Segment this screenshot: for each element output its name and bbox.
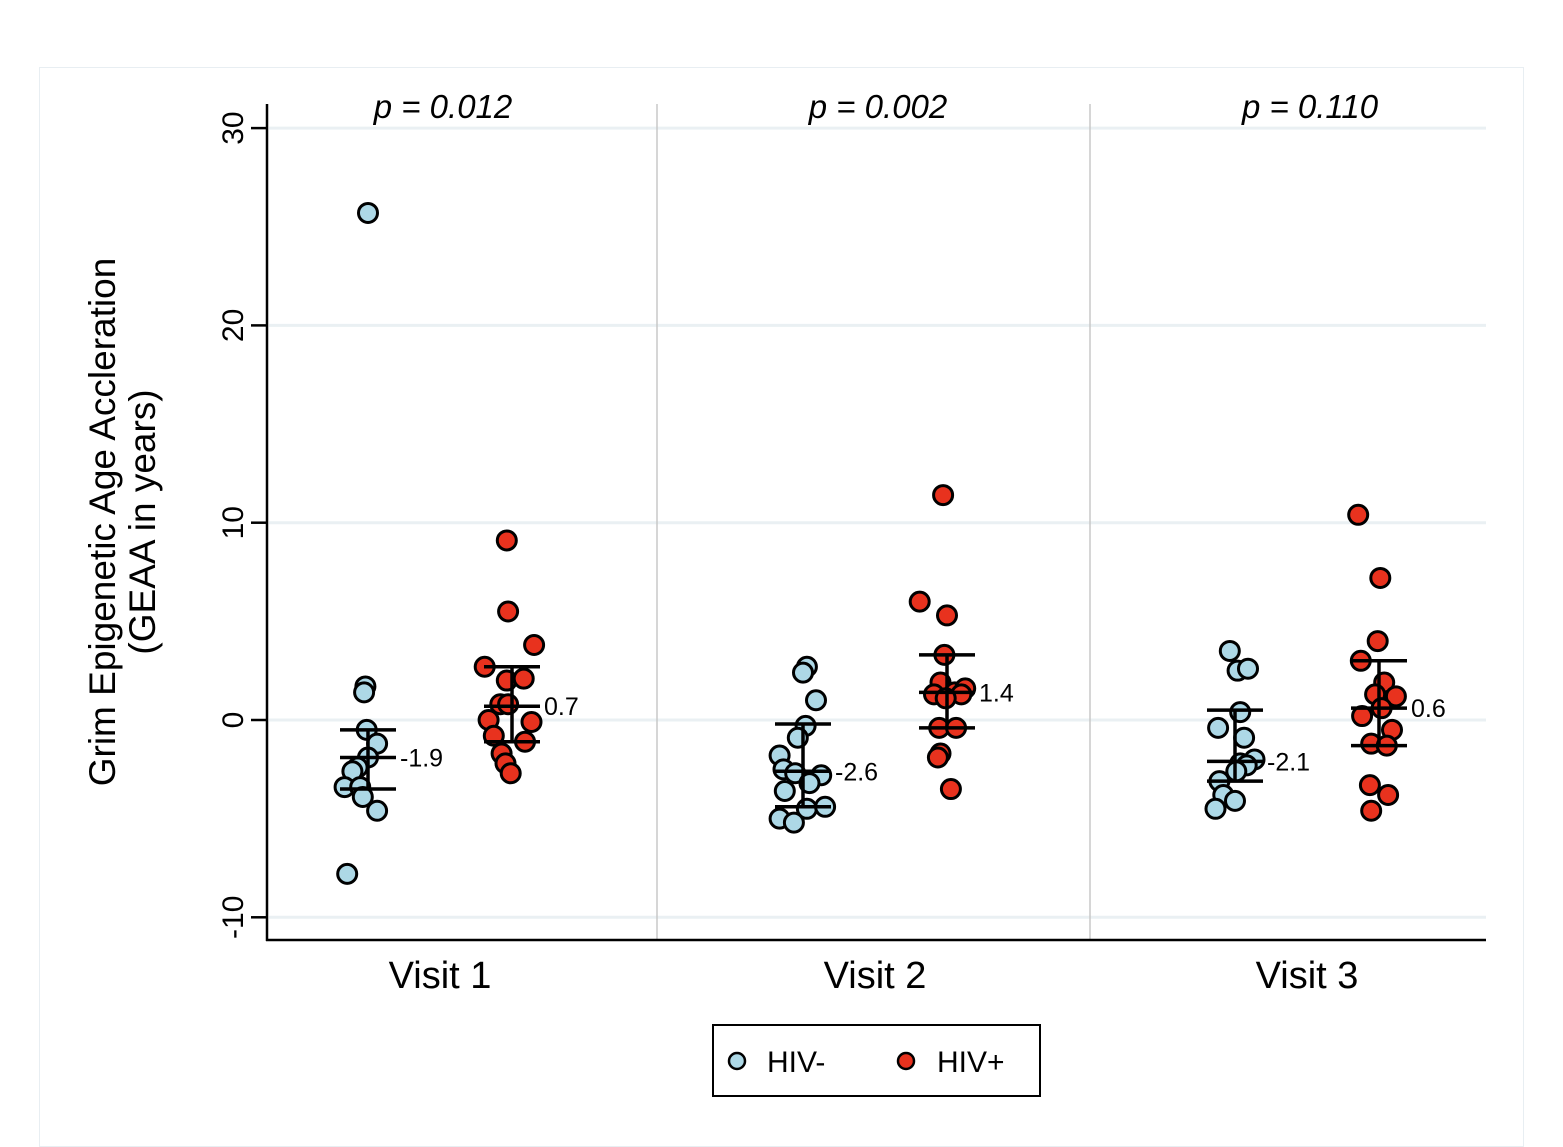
data-point-hiv-pos [1366,630,1389,653]
data-point-hiv-pos [939,778,962,801]
data-point-hiv-neg [773,780,796,803]
data-point-hiv-neg [1204,797,1227,820]
mean-value-label: -1.9 [400,744,443,772]
data-point-hiv-pos [1360,799,1383,822]
mean-value-label: 0.6 [1411,695,1446,723]
p-value-label: p = 0.012 [373,88,513,125]
mean-value-label: -2.1 [1267,748,1310,776]
legend: HIV- HIV+ [712,1024,1041,1097]
data-point-hiv-pos [936,604,958,627]
y-axis-title-line-2: (GEAA in years) [122,389,163,654]
data-point-hiv-pos [1347,503,1370,526]
legend-marker-hiv-neg [727,1051,747,1071]
data-point-hiv-pos [932,484,955,507]
data-point-hiv-pos [499,762,522,785]
data-point-hiv-neg [1207,716,1230,739]
y-tick-label: -10 [217,896,250,939]
visit-separators [656,104,1091,940]
data-point-hiv-pos [520,710,543,733]
mean-value-label: 0.7 [544,693,579,721]
data-point-hiv-neg [357,201,379,224]
y-axis-title-line-1: Grim Epigenetic Age Accleration [82,258,123,787]
x-category-label: Visit 2 [824,955,927,997]
legend-label-hiv-neg: HIV- [767,1046,825,1079]
data-point-hiv-pos [1377,783,1400,806]
legend-label-hiv-pos: HIV+ [937,1046,1005,1079]
x-category-label: Visit 1 [389,955,492,997]
y-tick-label: 20 [217,309,250,342]
data-point-hiv-neg [336,862,359,885]
data-point-hiv-pos [497,600,520,623]
data-point-hiv-neg [792,661,814,684]
p-value-label: p = 0.110 [1241,88,1379,125]
data-point-hiv-neg [366,799,389,822]
data-point-hiv-pos [497,693,520,716]
data-point-hiv-neg [805,689,827,712]
data-point-hiv-pos [1358,774,1381,797]
data-point-hiv-neg [353,681,376,704]
data-point-hiv-neg [782,811,805,834]
mean-value-label: -2.6 [835,758,878,786]
mean-value-label: 1.4 [979,679,1014,707]
data-point-hiv-neg [1233,726,1256,749]
data-point-hiv-pos [926,746,949,769]
data-point-hiv-neg [1218,639,1241,662]
data-point-hiv-pos [523,634,546,657]
visit-labels: Visit 1 Visit 2 Visit 3 [389,955,1359,997]
mean-labels: -1.9 -2.6 -2.1 0.7 1.4 0.6 [400,679,1446,786]
p-value-labels: p = 0.012 p = 0.002 p = 0.110 [373,88,1379,125]
y-tick-label: 0 [217,712,250,729]
y-tick-label: 30 [217,111,250,144]
data-point-hiv-pos [1384,685,1407,708]
data-point-hiv-neg [1237,657,1259,680]
data-point-hiv-pos [512,667,535,690]
gridlines [269,126,1486,919]
y-ticks: -10 0 10 20 30 [217,111,267,939]
error-bars [340,653,1407,809]
data-point-hiv-pos [908,590,931,613]
p-value-label: p = 0.002 [808,88,948,125]
data-point-hiv-pos [1369,566,1392,589]
data-point-hiv-pos [495,529,518,552]
data-point-hiv-neg [1224,789,1246,812]
y-tick-label: 10 [217,506,250,539]
legend-marker-hiv-pos [896,1051,916,1071]
legend-box [712,1024,1041,1097]
x-category-label: Visit 3 [1256,955,1359,997]
y-axis-title: Grim Epigenetic Age Accleration (GEAA in… [82,258,163,787]
